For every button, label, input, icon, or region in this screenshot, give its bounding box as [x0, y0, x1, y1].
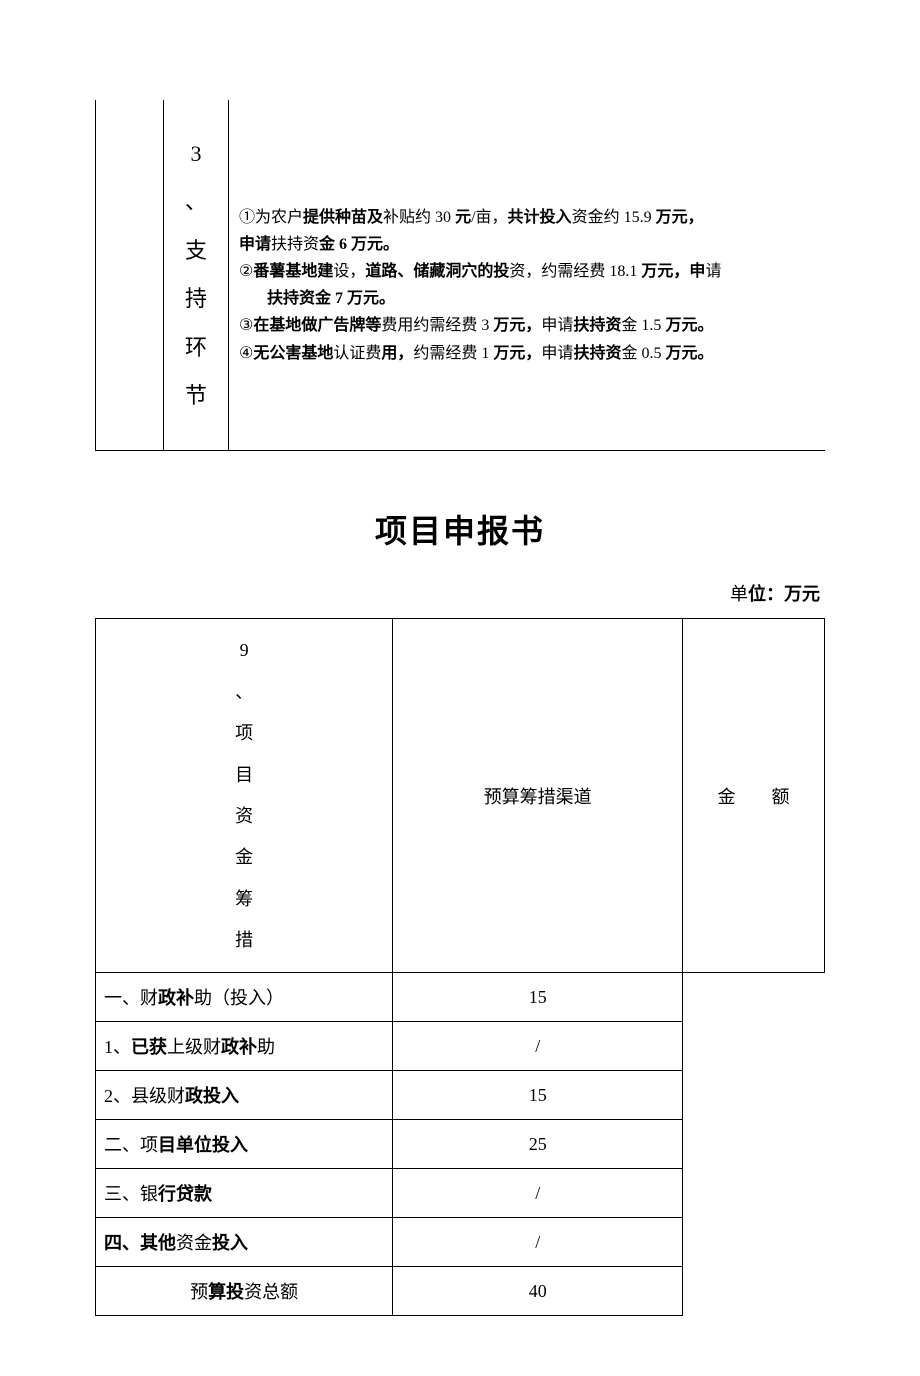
- table-row: 2、县级财政投入15: [96, 1071, 825, 1120]
- table1-empty-col: [96, 100, 164, 451]
- table1-section-label: 3、支持环节: [164, 100, 229, 451]
- total-label: 预算投资总额: [96, 1267, 393, 1316]
- funding-rowhead: 9、项目资金筹措: [96, 619, 393, 973]
- channel-cell: 三、银行贷款: [96, 1169, 393, 1218]
- channel-cell: 2、县级财政投入: [96, 1071, 393, 1120]
- channel-cell: 二、项目单位投入: [96, 1120, 393, 1169]
- amount-cell: /: [393, 1169, 683, 1218]
- table-row: 三、银行贷款/: [96, 1169, 825, 1218]
- amount-header: 金 额: [683, 619, 825, 973]
- amount-cell: 25: [393, 1120, 683, 1169]
- unit-label: 单位：万元: [95, 580, 825, 606]
- table-row: 1、已获上级财政补助/: [96, 1022, 825, 1071]
- table1-content-cell: ①为农户提供种苗及补贴约 30 元/亩，共计投入资金约 15.9 万元，申请扶持…: [229, 100, 826, 451]
- document-title: 项目申报书: [95, 506, 825, 552]
- amount-cell: 15: [393, 973, 683, 1022]
- total-row: 预算投资总额40: [96, 1267, 825, 1316]
- channel-header: 预算筹措渠道: [393, 619, 683, 973]
- table-row: 四、其他资金投入/: [96, 1218, 825, 1267]
- funding-table: 9、项目资金筹措 预算筹措渠道 金 额 一、财政补助（投入）151、已获上级财政…: [95, 618, 825, 1316]
- channel-cell: 四、其他资金投入: [96, 1218, 393, 1267]
- amount-cell: 15: [393, 1071, 683, 1120]
- amount-cell: /: [393, 1218, 683, 1267]
- channel-cell: 1、已获上级财政补助: [96, 1022, 393, 1071]
- amount-cell: /: [393, 1022, 683, 1071]
- channel-cell: 一、财政补助（投入）: [96, 973, 393, 1022]
- total-amount: 40: [393, 1267, 683, 1316]
- table-row: 一、财政补助（投入）15: [96, 973, 825, 1022]
- table-row: 二、项目单位投入25: [96, 1120, 825, 1169]
- support-section-table: 3、支持环节 ①为农户提供种苗及补贴约 30 元/亩，共计投入资金约 15.9 …: [95, 100, 825, 451]
